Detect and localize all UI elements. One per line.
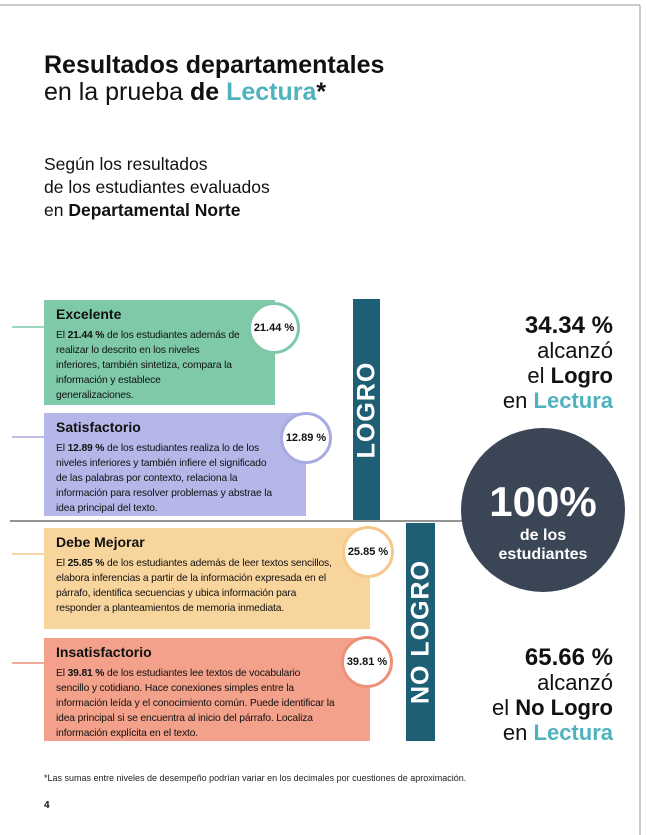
text-run: El [56,330,68,341]
title-line: en la prueba de Lectura* [44,78,326,106]
level-name: Debe Mejorar [56,534,145,550]
level-box: Satisfactorio El 12.89 % de los estudiant… [44,413,306,516]
text-run: en [502,388,534,413]
text-run: Lectura [533,720,613,745]
text-run: 25.85 % [67,558,105,569]
total-circle [461,428,625,592]
summary-line: alcanzó [413,338,613,363]
level-name: Excelente [56,306,122,322]
text-run: 21.44 % [67,330,105,341]
text-run: en la prueba [44,78,190,106]
subtitle-line: Según los resultados [44,153,207,175]
text-run: 34.34 % [524,312,613,339]
text-run: de [189,78,227,106]
level-badge: 25.85 % [342,526,394,578]
text-run: alcanzó [537,670,613,695]
text-run: 12.89 % [67,443,105,454]
text-run: de los estudiantes evaluados [44,177,270,197]
group-label: LOGRO [352,361,380,459]
level-description: El 21.44 % de los estudiantes además de … [56,328,241,403]
total-line: estudiantes [498,546,588,563]
level-description: El 25.85 % de los estudiantes además de … [56,556,336,616]
text-run: 39.81 % [67,668,105,679]
text-run: el [527,363,551,388]
text-run: Logro [550,363,613,388]
text-run: 65.66 % [524,644,613,671]
text-run: de los estudiantes además de leer textos… [56,558,332,614]
text-run: Resultados departamentales [44,51,385,79]
text-run: de los estudiantes realiza lo de los niv… [56,443,273,514]
summary-line: 34.34 % [413,313,613,338]
level-badge: 21.44 % [248,302,300,354]
total-value: 100% [489,478,597,525]
summary-line: 65.66 % [413,645,613,670]
level-name: Insatisfactorio [56,644,152,660]
level-name: Satisfactorio [56,419,141,435]
subtitle-line: en Departamental Norte [44,199,240,221]
logro-bar [353,299,380,520]
subtitle-line: de los estudiantes evaluados [44,176,270,198]
total-line: de los [519,527,567,544]
summary-line: el Logro [413,363,613,388]
text-run: No Logro [515,695,613,720]
text-run: de los estudiantes además de realizar lo… [56,330,240,401]
level-badge: 12.89 % [280,412,332,464]
text-run: Lectura [533,388,613,413]
text-run: El [56,668,68,679]
level-box: Debe Mejorar El 25.85 % de los estudiante… [44,528,370,629]
text-run: El [56,443,68,454]
text-run: en [502,720,534,745]
level-badge: 39.81 % [341,636,393,688]
summary-line: en Lectura [413,720,613,745]
title-line: Resultados departamentales [44,51,384,79]
level-description: El 39.81 % de los estudiantes lee textos… [56,666,336,741]
level-box: Insatisfactorio El 39.81 % de los estudia… [44,638,370,741]
footnote: *Las sumas entre niveles de desempeño po… [44,773,467,783]
summary-line: alcanzó [413,670,613,695]
text-run: en [44,200,69,220]
summary-line: en Lectura [413,388,613,413]
text-run: El [56,558,68,569]
text-run: Lectura [226,78,317,106]
text-run: alcanzó [537,338,613,363]
text-run: el [491,695,516,720]
summary-line: el No Logro [413,695,613,720]
text-run: * [316,78,327,106]
no-logro-bar [406,523,435,741]
text-run: Según los resultados [44,154,208,174]
text-run: de los estudiantes lee textos de vocabul… [56,668,335,739]
page-number: 4 [44,800,50,811]
level-box: Excelente El 21.44 % de los estudiantes a… [44,300,275,405]
level-description: El 12.89 % de los estudiantes realiza lo… [56,441,272,516]
text-run: Departamental Norte [68,200,241,220]
